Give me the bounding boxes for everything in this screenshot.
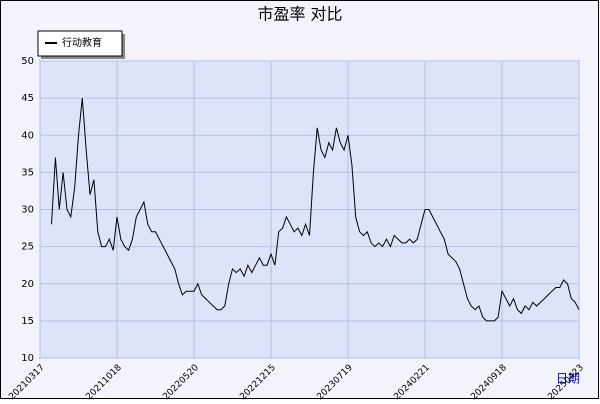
y-tick-label: 20 bbox=[21, 279, 34, 290]
legend-label: 行动教育 bbox=[62, 36, 102, 49]
chart-title: 市盈率 对比 bbox=[257, 5, 342, 24]
y-tick-label: 25 bbox=[21, 242, 34, 253]
y-tick-label: 30 bbox=[21, 205, 34, 216]
series-line bbox=[51, 98, 580, 322]
x-axis-label: 日期 bbox=[556, 372, 580, 386]
y-tick-label: 45 bbox=[21, 93, 34, 104]
y-tick-label: 40 bbox=[21, 130, 34, 141]
y-tick-label: 35 bbox=[21, 167, 34, 178]
y-tick-label: 50 bbox=[21, 56, 34, 67]
y-tick-label: 15 bbox=[21, 316, 34, 327]
y-tick-label: 10 bbox=[21, 353, 34, 364]
